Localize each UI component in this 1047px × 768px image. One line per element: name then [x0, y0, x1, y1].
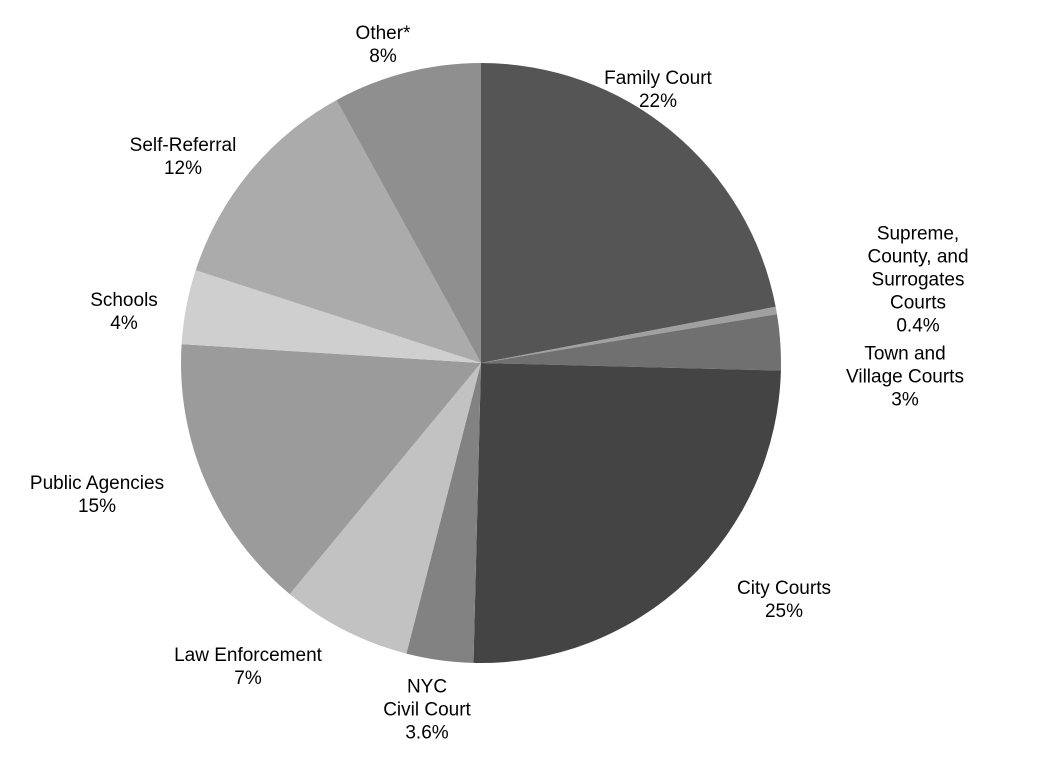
slice-label: City Courts 25% [737, 577, 831, 623]
category-label: NYC Civil Court [383, 676, 471, 721]
slice-label: Law Enforcement 7% [174, 644, 322, 690]
slice-label: Town and Village Courts 3% [846, 343, 964, 412]
category-label: Schools [90, 290, 158, 311]
value-label: 8% [369, 46, 397, 67]
value-label: 25% [764, 601, 804, 622]
pie-slice [181, 344, 482, 595]
pie-slice [336, 63, 481, 363]
value-label: 4% [110, 313, 138, 334]
pie-slice [289, 363, 481, 654]
pie-slice [481, 314, 782, 371]
slice-label: Supreme, County, and Surrogates Courts 0.… [854, 223, 983, 338]
pie-slice [481, 306, 778, 363]
pie-slice [181, 270, 481, 363]
pie-slice [195, 100, 481, 363]
value-label: 3% [891, 389, 919, 411]
category-label: Family Court [604, 68, 712, 89]
value-label: 7% [234, 668, 262, 689]
slice-label: Family Court 22% [604, 67, 712, 113]
value-label: 0.4% [896, 315, 940, 337]
slice-label: Self-Referral 12% [130, 134, 237, 180]
value-label: 22% [638, 91, 678, 112]
value-label: 3.6% [405, 722, 449, 744]
category-label: Law Enforcement [174, 645, 322, 666]
slice-label: Public Agencies 15% [30, 472, 164, 518]
slice-label: Schools 4% [90, 289, 158, 335]
category-label: City Courts [737, 578, 831, 599]
value-label: 12% [163, 158, 203, 179]
category-label: Town and Village Courts [846, 343, 964, 388]
category-label: Public Agencies [29, 473, 165, 494]
pie-slice [481, 63, 776, 363]
category-label: Supreme, County, and Surrogates Courts [867, 223, 969, 314]
slice-label: NYC Civil Court 3.6% [383, 676, 471, 745]
slice-label: Other* 8% [356, 22, 411, 68]
category-label: Self-Referral [129, 135, 237, 156]
category-label: Other* [355, 23, 411, 44]
pie-slice [473, 363, 781, 663]
pie-slice [406, 363, 481, 663]
value-label: 15% [77, 496, 117, 517]
